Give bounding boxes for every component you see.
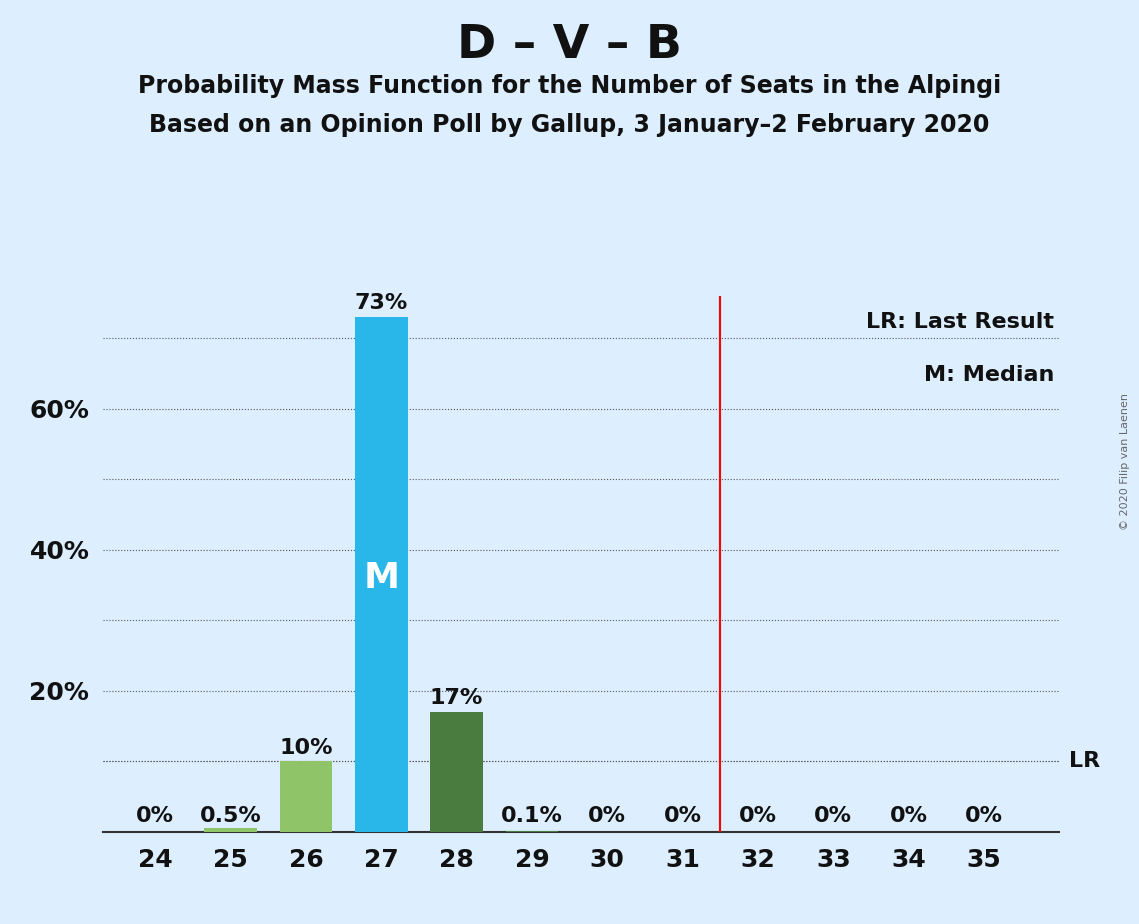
Text: 0.5%: 0.5% xyxy=(199,806,262,826)
Text: 0%: 0% xyxy=(664,806,702,826)
Text: M: Median: M: Median xyxy=(924,365,1055,385)
Bar xyxy=(279,761,333,832)
Bar xyxy=(355,317,408,832)
Text: 17%: 17% xyxy=(429,688,483,708)
Text: 0%: 0% xyxy=(588,806,626,826)
Bar xyxy=(431,711,483,832)
Text: Probability Mass Function for the Number of Seats in the Alpingi: Probability Mass Function for the Number… xyxy=(138,74,1001,98)
Text: Based on an Opinion Poll by Gallup, 3 January–2 February 2020: Based on an Opinion Poll by Gallup, 3 Ja… xyxy=(149,113,990,137)
Text: D – V – B: D – V – B xyxy=(457,23,682,68)
Text: LR: Last Result: LR: Last Result xyxy=(867,311,1055,332)
Text: 10%: 10% xyxy=(279,737,333,758)
Bar xyxy=(204,828,257,832)
Text: M: M xyxy=(363,561,400,595)
Text: 0%: 0% xyxy=(890,806,927,826)
Text: 73%: 73% xyxy=(354,293,408,313)
Text: 0%: 0% xyxy=(137,806,174,826)
Text: © 2020 Filip van Laenen: © 2020 Filip van Laenen xyxy=(1120,394,1130,530)
Text: 0%: 0% xyxy=(739,806,777,826)
Text: LR: LR xyxy=(1068,751,1100,772)
Text: 0%: 0% xyxy=(814,806,852,826)
Text: 0%: 0% xyxy=(965,806,1003,826)
Text: 0.1%: 0.1% xyxy=(501,806,563,826)
